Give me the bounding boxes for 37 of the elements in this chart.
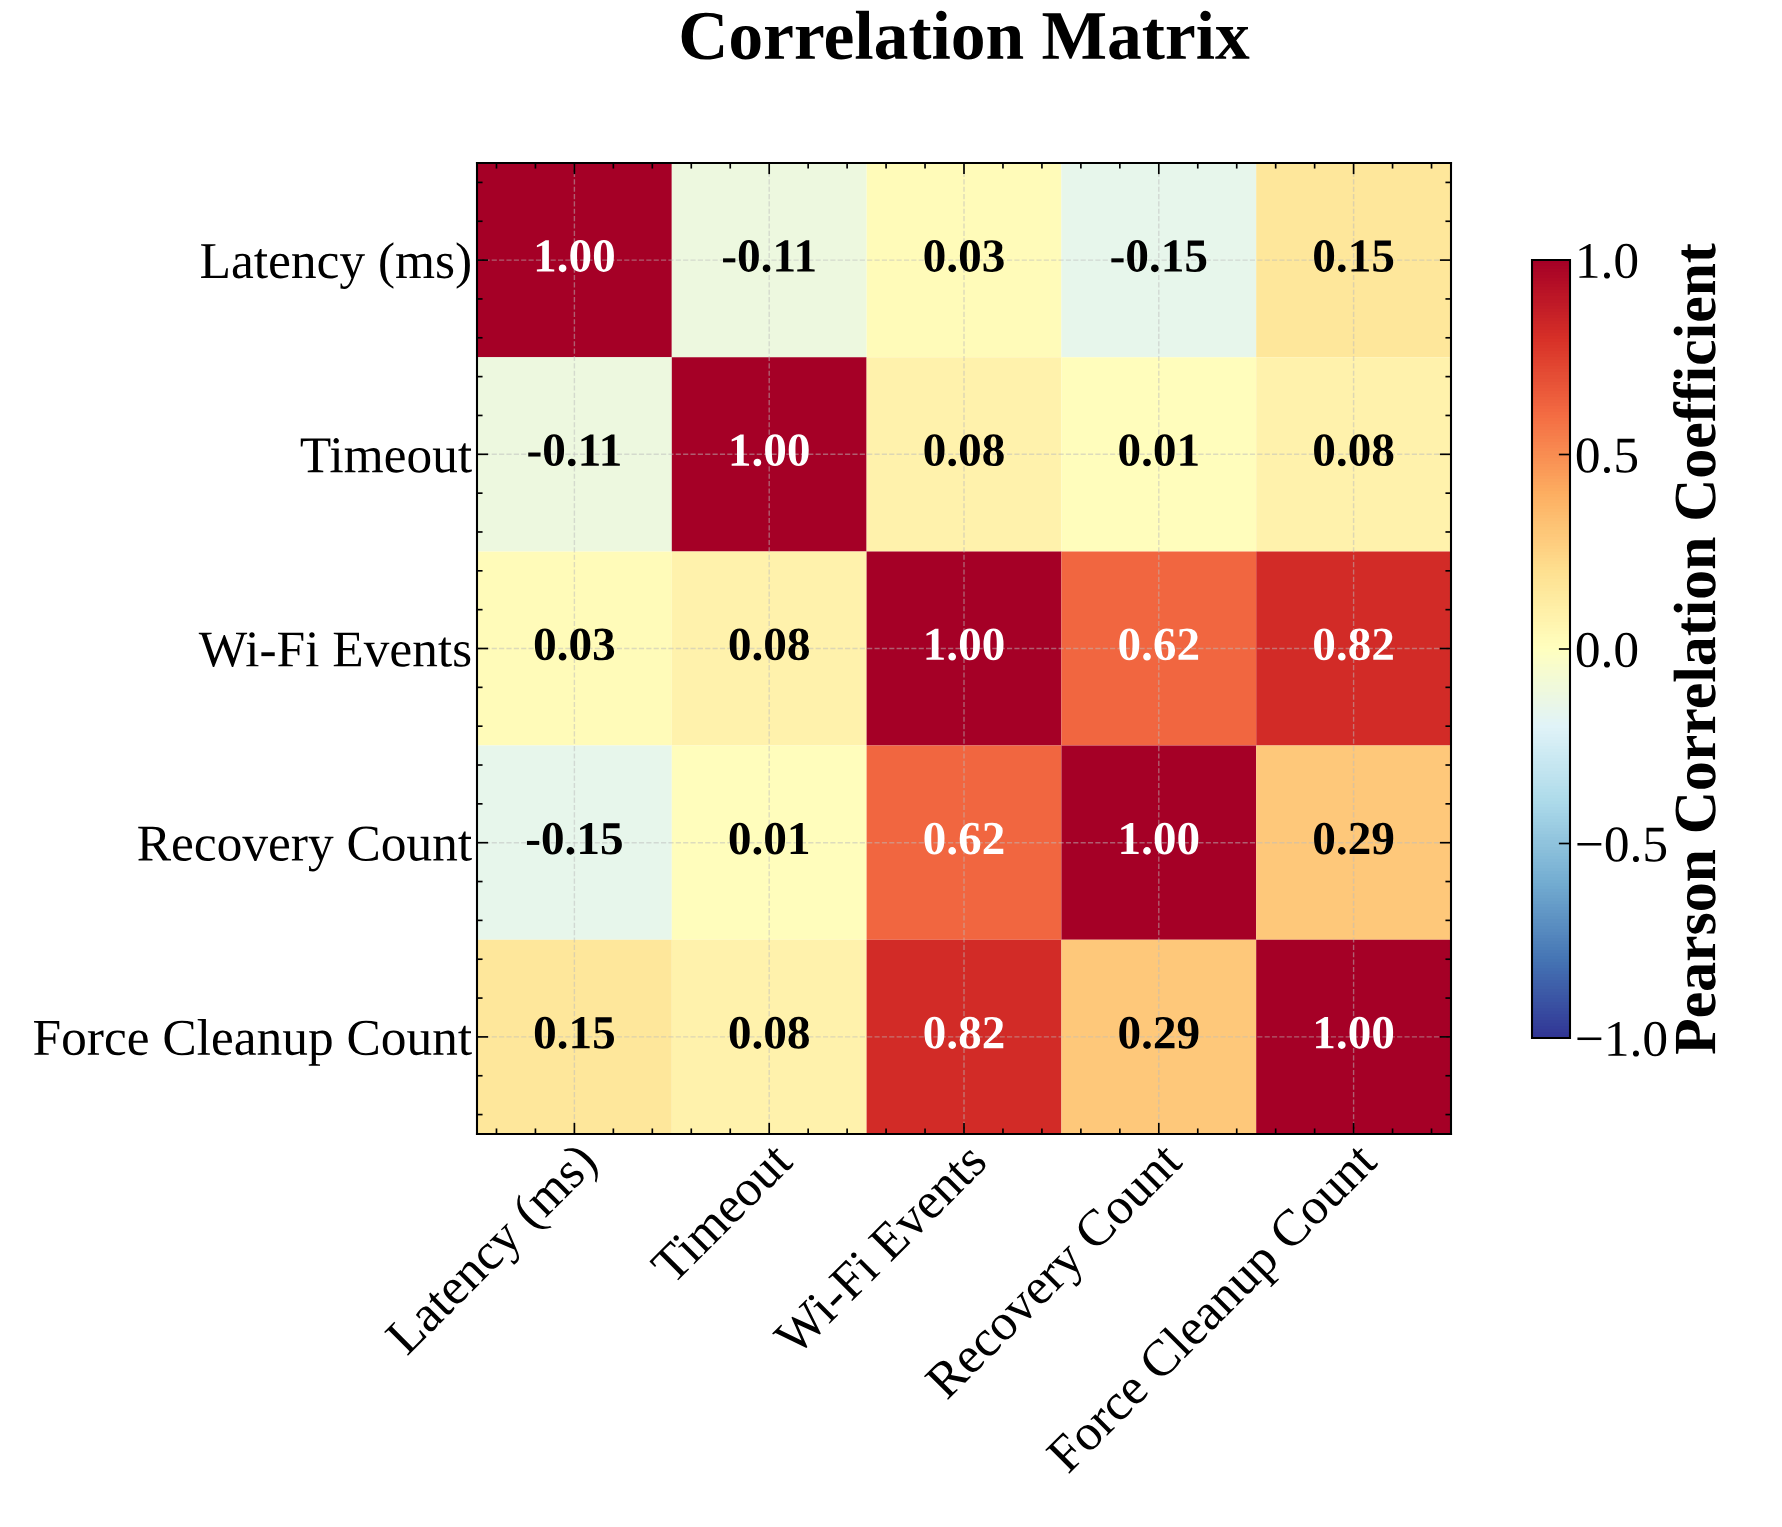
data-label: 0.08: [924, 434, 1004, 467]
color-bar-label: −1.0: [1577, 1021, 1667, 1057]
data-label: 0.01: [729, 822, 809, 855]
data-label: 0.29: [1119, 1016, 1199, 1049]
data-label: 0.82: [924, 1016, 1004, 1049]
color-bar-label: 0.5: [1576, 438, 1638, 474]
data-label: 0.03: [534, 628, 615, 661]
data-label: 1.00: [1316, 1016, 1394, 1049]
chart-title: Correlation Matrix: [681, 10, 1250, 60]
data-label: 0.08: [729, 628, 809, 661]
color-bar-label: 0.0: [1576, 632, 1638, 668]
y-tick-label: Force Cleanup Count: [34, 1019, 472, 1066]
data-label: 0.82: [1314, 628, 1393, 661]
y-tick-label: Latency (ms): [201, 242, 470, 290]
data-label: 0.08: [729, 1016, 809, 1049]
data-label: 0.15: [1314, 240, 1394, 273]
data-label: 0.03: [924, 240, 1004, 273]
data-label: 0.15: [534, 1016, 614, 1049]
data-label: -0.11: [723, 240, 815, 273]
data-label: 1.00: [536, 240, 614, 273]
y-tick-label: Recovery Count: [138, 826, 472, 872]
data-label: 0.62: [924, 822, 1004, 855]
data-label: 0.62: [1119, 628, 1199, 661]
data-label: 0.29: [1314, 822, 1394, 855]
data-label: 1.00: [926, 628, 1004, 661]
data-label: 0.01: [1119, 434, 1198, 467]
color-bar-label: −0.5: [1577, 827, 1667, 863]
data-label: -0.11: [528, 434, 620, 467]
data-label: 1.00: [1121, 822, 1199, 855]
y-tick-label: Wi-Fi Events: [198, 632, 471, 668]
data-label: 1.00: [731, 434, 809, 467]
color-bar-title: Pearson Correlation Coefficient: [1673, 243, 1716, 1054]
data-label: -0.15: [1111, 240, 1207, 273]
data-label: 0.08: [1314, 434, 1394, 467]
y-tick-label: Timeout: [300, 438, 472, 473]
color-bar-label: 1.0: [1579, 243, 1638, 279]
data-label: -0.15: [526, 822, 622, 855]
